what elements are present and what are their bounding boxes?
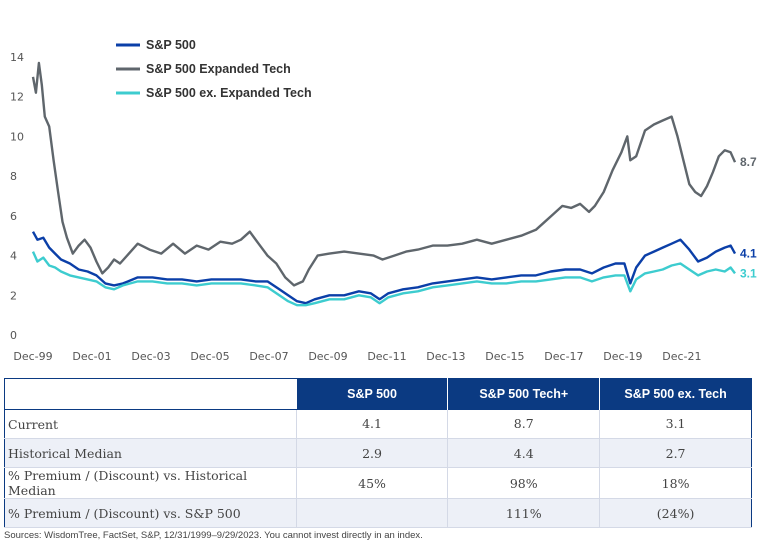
summary-table-wrap: S&P 500 S&P 500 Tech+ S&P 500 ex. Tech C…	[4, 378, 752, 528]
series-line-3	[31, 251, 736, 307]
source-note: Sources: WisdomTree, FactSet, S&P, 12/31…	[4, 530, 423, 541]
table-row: % Premium / (Discount) vs. S&P 500 111% …	[4, 498, 752, 528]
x-tick-label: Dec-01	[72, 350, 111, 363]
table-cell: 8.7	[447, 409, 600, 439]
table-header-row: S&P 500 S&P 500 Tech+ S&P 500 ex. Tech	[4, 378, 752, 410]
y-tick-label: 2	[10, 289, 17, 302]
summary-table: S&P 500 S&P 500 Tech+ S&P 500 ex. Tech C…	[4, 378, 752, 528]
y-tick-label: 6	[10, 210, 17, 223]
table-header-blank	[4, 378, 297, 410]
x-tick-label: Dec-05	[190, 350, 229, 363]
table-cell	[295, 498, 448, 528]
y-tick-label: 4	[10, 250, 17, 263]
legend-label: S&P 500	[146, 38, 196, 52]
y-tick-label: 10	[10, 130, 24, 143]
series-end-label: 4.1	[740, 247, 757, 261]
row-label: Current	[4, 409, 297, 439]
x-tick-label: Dec-11	[367, 350, 406, 363]
table-header-sp500: S&P 500	[295, 378, 448, 410]
table-cell: 2.9	[295, 438, 448, 468]
legend-label: S&P 500 ex. Expanded Tech	[146, 86, 312, 100]
x-axis: Dec-99 Dec-01 Dec-03 Dec-05 Dec-07 Dec-09 Dec-…	[13, 350, 701, 363]
x-tick-label: Dec-17	[544, 350, 583, 363]
y-tick-label: 0	[10, 329, 17, 342]
chart-lines	[31, 61, 737, 307]
x-tick-label: Dec-15	[485, 350, 524, 363]
series-line-2	[31, 61, 737, 287]
chart-legend: S&P 500 S&P 500 Expanded Tech S&P 500 ex. …	[116, 38, 312, 100]
table-cell: 4.1	[295, 409, 448, 439]
table-cell: (24%)	[599, 498, 752, 528]
x-tick-label: Dec-13	[426, 350, 465, 363]
table-cell: 98%	[447, 467, 600, 499]
series-line-1	[31, 231, 737, 305]
x-tick-label: Dec-19	[603, 350, 642, 363]
x-tick-label: Dec-21	[662, 350, 701, 363]
y-tick-label: 12	[10, 91, 24, 104]
series-end-label: 8.7	[740, 155, 757, 169]
row-label: % Premium / (Discount) vs. S&P 500	[4, 498, 297, 528]
series-end-label: 3.1	[740, 266, 757, 280]
table-row: % Premium / (Discount) vs. Historical Me…	[4, 467, 752, 499]
table-cell: 2.7	[599, 438, 752, 468]
y-tick-label: 14	[10, 51, 24, 64]
table-cell: 111%	[447, 498, 600, 528]
table-row: Current 4.1 8.7 3.1	[4, 409, 752, 439]
table-cell: 3.1	[599, 409, 752, 439]
x-tick-label: Dec-09	[308, 350, 347, 363]
table-header-sp500-ex-tech: S&P 500 ex. Tech	[599, 378, 752, 410]
table-cell: 4.4	[447, 438, 600, 468]
legend-label: S&P 500 Expanded Tech	[146, 62, 291, 76]
x-tick-label: Dec-03	[131, 350, 170, 363]
table-header-sp500-tech: S&P 500 Tech+	[447, 378, 600, 410]
end-labels: 4.1 8.7 3.1	[740, 155, 757, 280]
x-tick-label: Dec-99	[13, 350, 52, 363]
y-tick-label: 8	[10, 170, 17, 183]
table-cell: 18%	[599, 467, 752, 499]
row-label: % Premium / (Discount) vs. Historical Me…	[4, 467, 297, 499]
y-axis: 0 2 4 6 8 10 12 14	[10, 51, 24, 342]
table-cell: 45%	[295, 467, 448, 499]
x-tick-label: Dec-07	[249, 350, 288, 363]
table-row: Historical Median 2.9 4.4 2.7	[4, 438, 752, 468]
row-label: Historical Median	[4, 438, 297, 468]
